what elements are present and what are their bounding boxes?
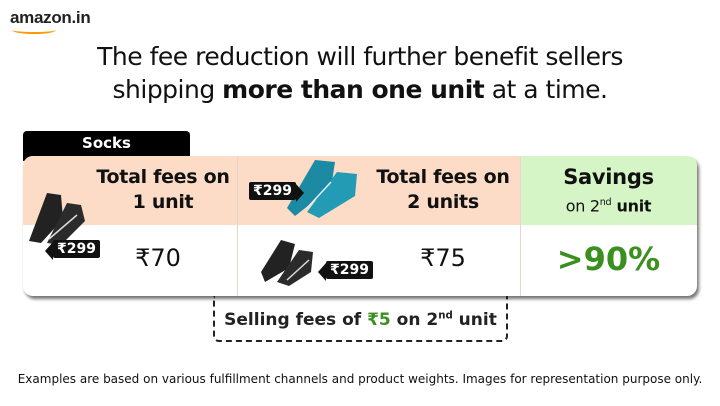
black-socks-image	[29, 193, 85, 245]
price-tag: ₹299	[249, 182, 304, 202]
divider	[237, 156, 238, 296]
headline: The fee reduction will further benefit s…	[0, 40, 720, 106]
fee-comparison-card: ₹299 Total fees on 1 unit ₹70 ₹299 ₹299 T…	[23, 156, 697, 296]
headline-line2: shipping more than one unit at a time.	[112, 75, 608, 104]
smile-icon	[12, 26, 56, 34]
divider	[520, 156, 521, 296]
price-tag: ₹299	[45, 240, 100, 260]
amazon-logo: amazon.in	[10, 8, 91, 34]
selling-fees-note: Selling fees of ₹5 on 2nd unit	[213, 296, 508, 342]
footnote: Examples are based on various fulfillmen…	[17, 372, 703, 386]
header-green	[520, 156, 697, 225]
col1-fee-value: ₹70	[135, 244, 181, 272]
savings-header: Savings on 2nd unit	[563, 165, 654, 216]
col2-header: Total fees on 2 units	[376, 166, 510, 213]
black-socks-image	[261, 240, 313, 286]
savings-value: >90%	[556, 240, 661, 278]
col2-fee-value: ₹75	[420, 244, 466, 272]
price-tag: ₹299	[318, 261, 373, 281]
headline-line1: The fee reduction will further benefit s…	[97, 42, 623, 71]
teal-socks-image	[287, 160, 357, 218]
col1-header: Total fees on 1 unit	[96, 166, 230, 213]
